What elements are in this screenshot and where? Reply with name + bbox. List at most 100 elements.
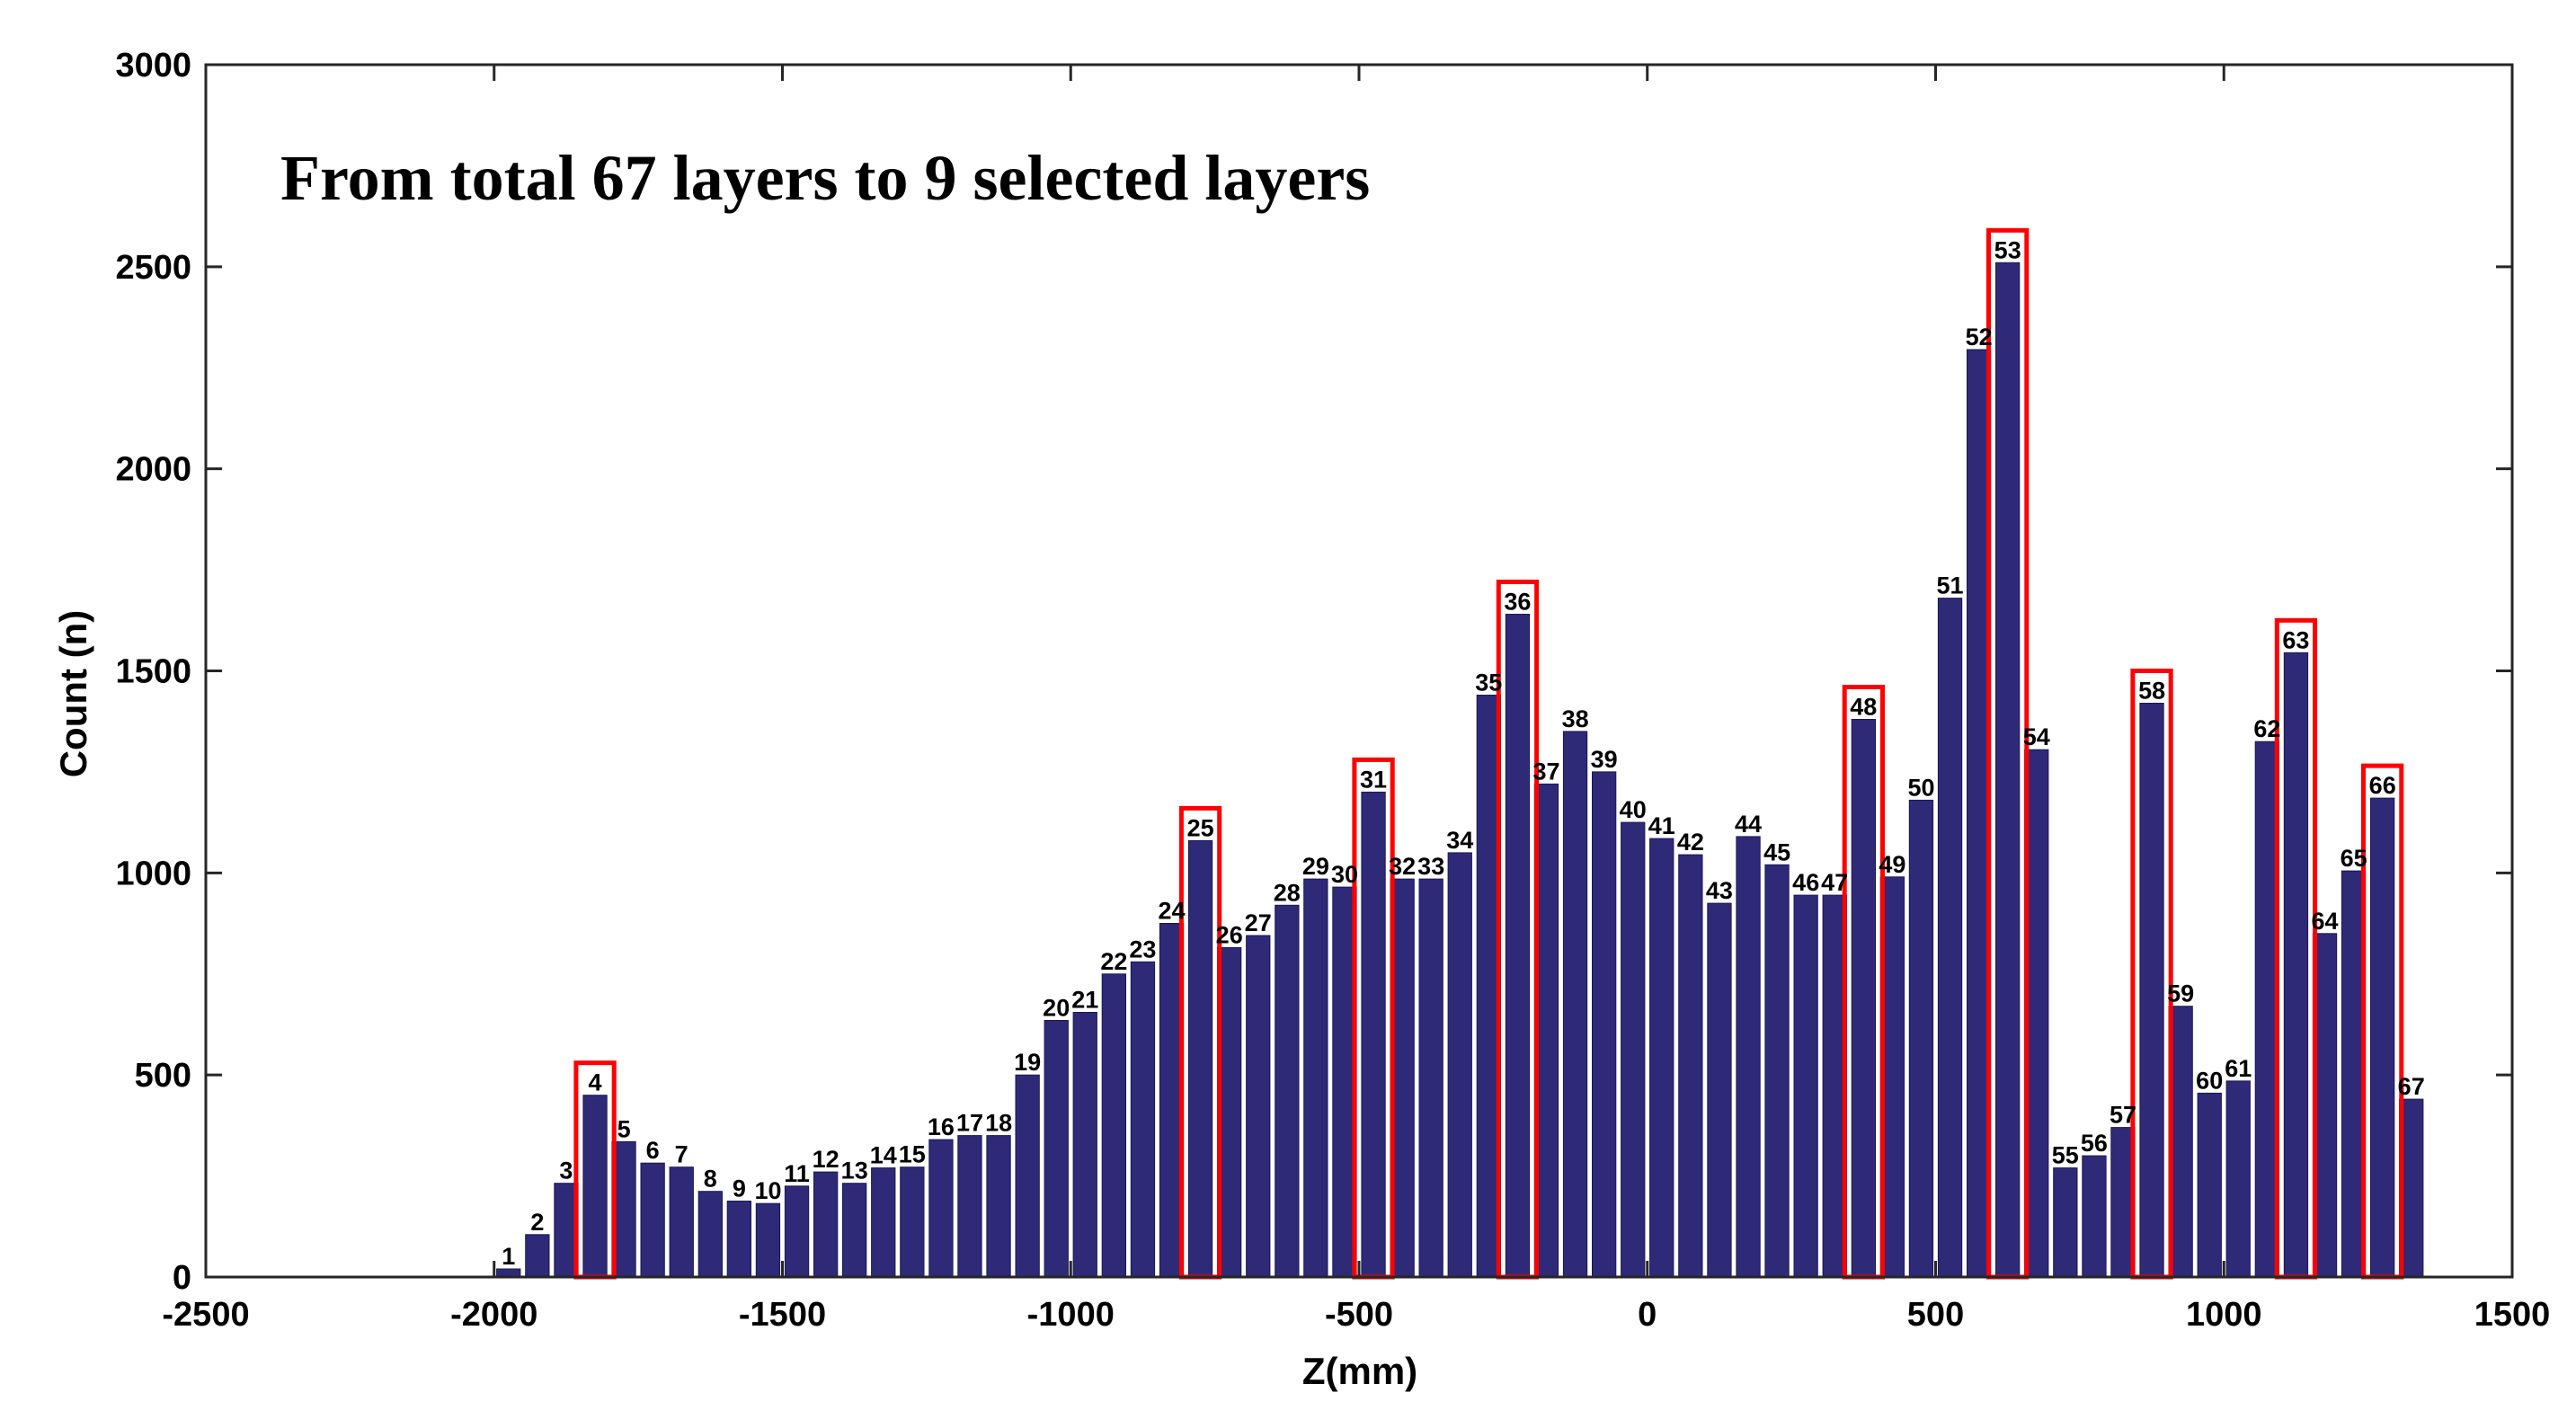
bar-label-58: 58: [2138, 678, 2165, 705]
bar-layer-20: [1044, 1020, 1069, 1278]
bar-layer-41: [1649, 838, 1674, 1278]
bar-layer-34: [1447, 852, 1472, 1278]
x-tick-label: 0: [1638, 1296, 1657, 1334]
bar-layer-12: [813, 1171, 839, 1278]
bar-label-11: 11: [784, 1160, 810, 1187]
bar-layer-4: [582, 1095, 608, 1278]
bar-layer-14: [871, 1167, 896, 1278]
bar-label-45: 45: [1763, 838, 1790, 865]
bar-label-21: 21: [1071, 987, 1098, 1014]
bar-label-30: 30: [1331, 861, 1358, 888]
bar-label-1: 1: [502, 1243, 515, 1270]
bar-layer-44: [1736, 836, 1761, 1278]
bar-layer-29: [1303, 878, 1328, 1278]
bar-layer-8: [697, 1191, 724, 1278]
y-tick-label: 1000: [115, 855, 191, 892]
bar-label-12: 12: [813, 1146, 839, 1173]
bar-layer-10: [755, 1202, 781, 1278]
bar-layer-27: [1246, 935, 1271, 1278]
bar-layer-63: [2283, 652, 2309, 1278]
bar-layer-39: [1592, 771, 1617, 1278]
bar-label-40: 40: [1620, 796, 1647, 823]
y-tick-label: 0: [173, 1259, 191, 1297]
bar-layer-36: [1505, 614, 1531, 1278]
bar-label-26: 26: [1216, 922, 1243, 949]
bar-layer-2: [525, 1234, 550, 1278]
bar-label-36: 36: [1504, 589, 1531, 616]
bar-label-34: 34: [1446, 827, 1473, 854]
bar-layer-23: [1130, 961, 1156, 1278]
bar-layer-16: [928, 1139, 954, 1278]
y-tick-label: 2000: [115, 451, 191, 489]
bar-label-66: 66: [2369, 772, 2396, 799]
bar-label-60: 60: [2196, 1067, 2223, 1094]
bar-layer-58: [2139, 703, 2164, 1278]
bar-label-22: 22: [1100, 948, 1127, 975]
bar-label-55: 55: [2052, 1142, 2079, 1169]
bar-layer-66: [2370, 797, 2395, 1278]
bar-label-63: 63: [2282, 626, 2309, 653]
bar-layer-15: [900, 1166, 925, 1278]
bar-label-47: 47: [1821, 869, 1848, 896]
x-tick-label: 1000: [2186, 1296, 2262, 1334]
bar-layer-22: [1101, 973, 1126, 1278]
bar-label-42: 42: [1677, 829, 1704, 856]
bar-label-28: 28: [1274, 879, 1301, 906]
bar-label-8: 8: [704, 1166, 717, 1193]
bar-label-27: 27: [1245, 909, 1272, 936]
bar-layer-13: [842, 1183, 867, 1278]
bar-label-2: 2: [530, 1209, 544, 1236]
bar-label-57: 57: [2110, 1102, 2136, 1129]
bar-label-3: 3: [559, 1157, 573, 1184]
bar-layer-9: [726, 1201, 752, 1278]
bar-layer-19: [1015, 1074, 1040, 1278]
bar-layer-61: [2225, 1080, 2251, 1278]
y-tick-label: 3000: [115, 47, 191, 84]
bar-label-35: 35: [1475, 670, 1502, 696]
bar-label-61: 61: [2225, 1055, 2252, 1082]
bar-layer-18: [986, 1135, 1011, 1278]
bar-label-54: 54: [2023, 723, 2050, 750]
bar-label-65: 65: [2341, 845, 2367, 872]
y-tick-label: 2500: [115, 249, 191, 287]
bar-layer-48: [1851, 719, 1876, 1278]
bar-label-41: 41: [1648, 812, 1675, 839]
bar-label-32: 32: [1389, 853, 1416, 880]
x-tick-label: -2500: [162, 1296, 249, 1334]
bar-layer-53: [1995, 262, 2021, 1278]
bar-label-64: 64: [2311, 908, 2338, 935]
bar-label-33: 33: [1417, 853, 1444, 880]
bar-label-52: 52: [1966, 324, 1993, 350]
bar-label-29: 29: [1302, 853, 1329, 880]
x-tick-label: -2000: [450, 1296, 537, 1334]
bar-label-53: 53: [1994, 236, 2021, 263]
y-tick-label: 500: [135, 1057, 191, 1095]
bar-label-14: 14: [870, 1142, 897, 1169]
bar-layer-33: [1418, 878, 1443, 1278]
bar-label-37: 37: [1532, 758, 1559, 785]
bar-layer-17: [957, 1135, 982, 1278]
bar-label-16: 16: [928, 1113, 955, 1140]
bar-label-51: 51: [1936, 572, 1963, 599]
x-tick-label: 500: [1907, 1296, 1964, 1334]
bar-layer-6: [640, 1162, 665, 1278]
bar-label-15: 15: [899, 1141, 926, 1168]
bar-label-13: 13: [841, 1157, 868, 1184]
bar-layer-45: [1764, 864, 1790, 1278]
bar-label-43: 43: [1706, 877, 1733, 904]
bar-layer-55: [2053, 1167, 2078, 1278]
bar-label-23: 23: [1129, 936, 1156, 962]
x-tick-label: -1000: [1027, 1296, 1115, 1334]
bar-layer-46: [1793, 894, 1818, 1278]
bar-layer-50: [1908, 799, 1934, 1278]
bar-label-7: 7: [675, 1141, 688, 1168]
bar-layer-43: [1707, 902, 1732, 1278]
bar-layer-38: [1562, 731, 1588, 1278]
bar-layer-40: [1621, 821, 1646, 1278]
axes: -2500 -2000 -1500 -1000 -500 0 500 1000 1500 0 500…: [115, 47, 2550, 1334]
bar-label-59: 59: [2167, 980, 2194, 1007]
y-tick-label: 1500: [115, 653, 191, 691]
bar-label-6: 6: [646, 1137, 660, 1164]
